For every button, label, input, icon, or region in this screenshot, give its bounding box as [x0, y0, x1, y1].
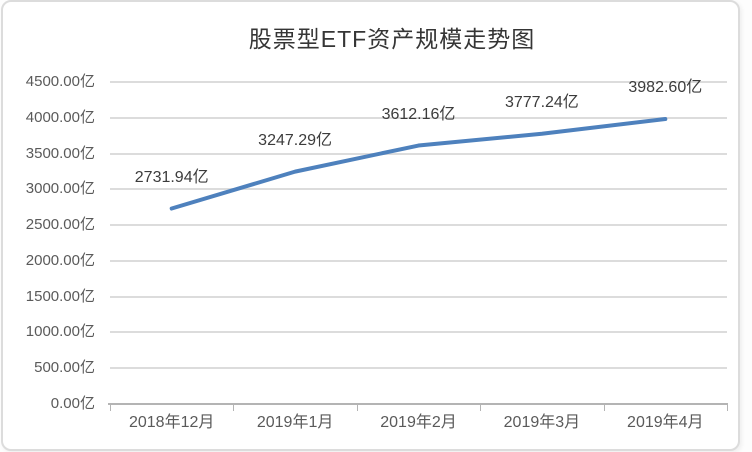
gridline — [110, 81, 727, 83]
y-tick-label: 0.00亿 — [50, 395, 95, 412]
x-tick-label: 2019年2月 — [380, 414, 457, 431]
gridline — [110, 295, 727, 298]
gridline — [110, 152, 727, 155]
x-axis-tick — [727, 405, 728, 411]
y-tick-label: 4000.00亿 — [25, 108, 95, 126]
x-tick-label: 2019年3月 — [503, 414, 581, 431]
data-label: 3982.60亿 — [628, 79, 703, 97]
data-label: 3247.29亿 — [258, 131, 333, 149]
x-tick-label: 2019年4月 — [627, 414, 704, 431]
gridline — [110, 331, 727, 334]
gridline — [110, 116, 727, 119]
y-tick-label: 2500.00亿 — [25, 216, 95, 234]
x-tick-label: 2018年12月 — [128, 414, 215, 431]
chart-title: 股票型ETF资产规模走势图 — [248, 26, 536, 52]
x-axis-tick — [233, 405, 235, 411]
gridline — [110, 367, 727, 370]
x-axis-tick — [110, 405, 111, 411]
x-axis-tick — [480, 405, 482, 411]
y-tick-label: 2000.00亿 — [25, 251, 95, 269]
gridline — [110, 188, 727, 191]
y-tick-label: 3500.00亿 — [25, 144, 95, 162]
y-tick-label: 4500.00亿 — [25, 73, 95, 90]
y-tick-label: 1500.00亿 — [25, 287, 95, 305]
x-axis-tick — [356, 405, 358, 411]
gridline — [110, 259, 727, 262]
y-tick-label: 1000.00亿 — [25, 323, 95, 341]
x-axis-line — [108, 403, 728, 405]
y-tick-label: 500.00亿 — [34, 359, 95, 377]
x-axis-tick — [603, 405, 605, 411]
gridline — [110, 224, 727, 227]
x-tick-label: 2019年1月 — [256, 414, 334, 431]
trend-line — [169, 117, 668, 211]
y-tick-label: 3000.00亿 — [25, 180, 95, 198]
data-label: 3612.16亿 — [381, 105, 456, 123]
data-label: 3777.24亿 — [504, 93, 579, 111]
data-label: 2731.94亿 — [134, 168, 209, 186]
